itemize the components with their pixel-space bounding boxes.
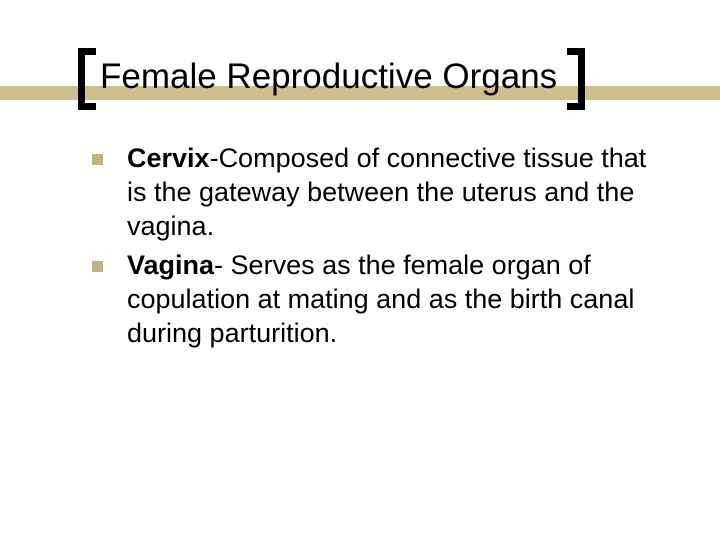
list-item: Cervix-Composed of connective tissue tha… [92, 142, 652, 243]
title-bar: Female Reproductive Organs [78, 48, 585, 110]
bullet-text: Cervix-Composed of connective tissue tha… [127, 142, 652, 243]
square-bullet-icon [92, 261, 103, 272]
list-item: Vagina- Serves as the female organ of co… [92, 249, 652, 350]
left-bracket-icon [78, 48, 96, 110]
square-bullet-icon [92, 154, 103, 165]
bullet-list: Cervix-Composed of connective tissue tha… [92, 142, 652, 357]
right-bracket-icon [567, 48, 585, 110]
bullet-text: Vagina- Serves as the female organ of co… [127, 249, 652, 350]
slide-title: Female Reproductive Organs [96, 57, 567, 97]
